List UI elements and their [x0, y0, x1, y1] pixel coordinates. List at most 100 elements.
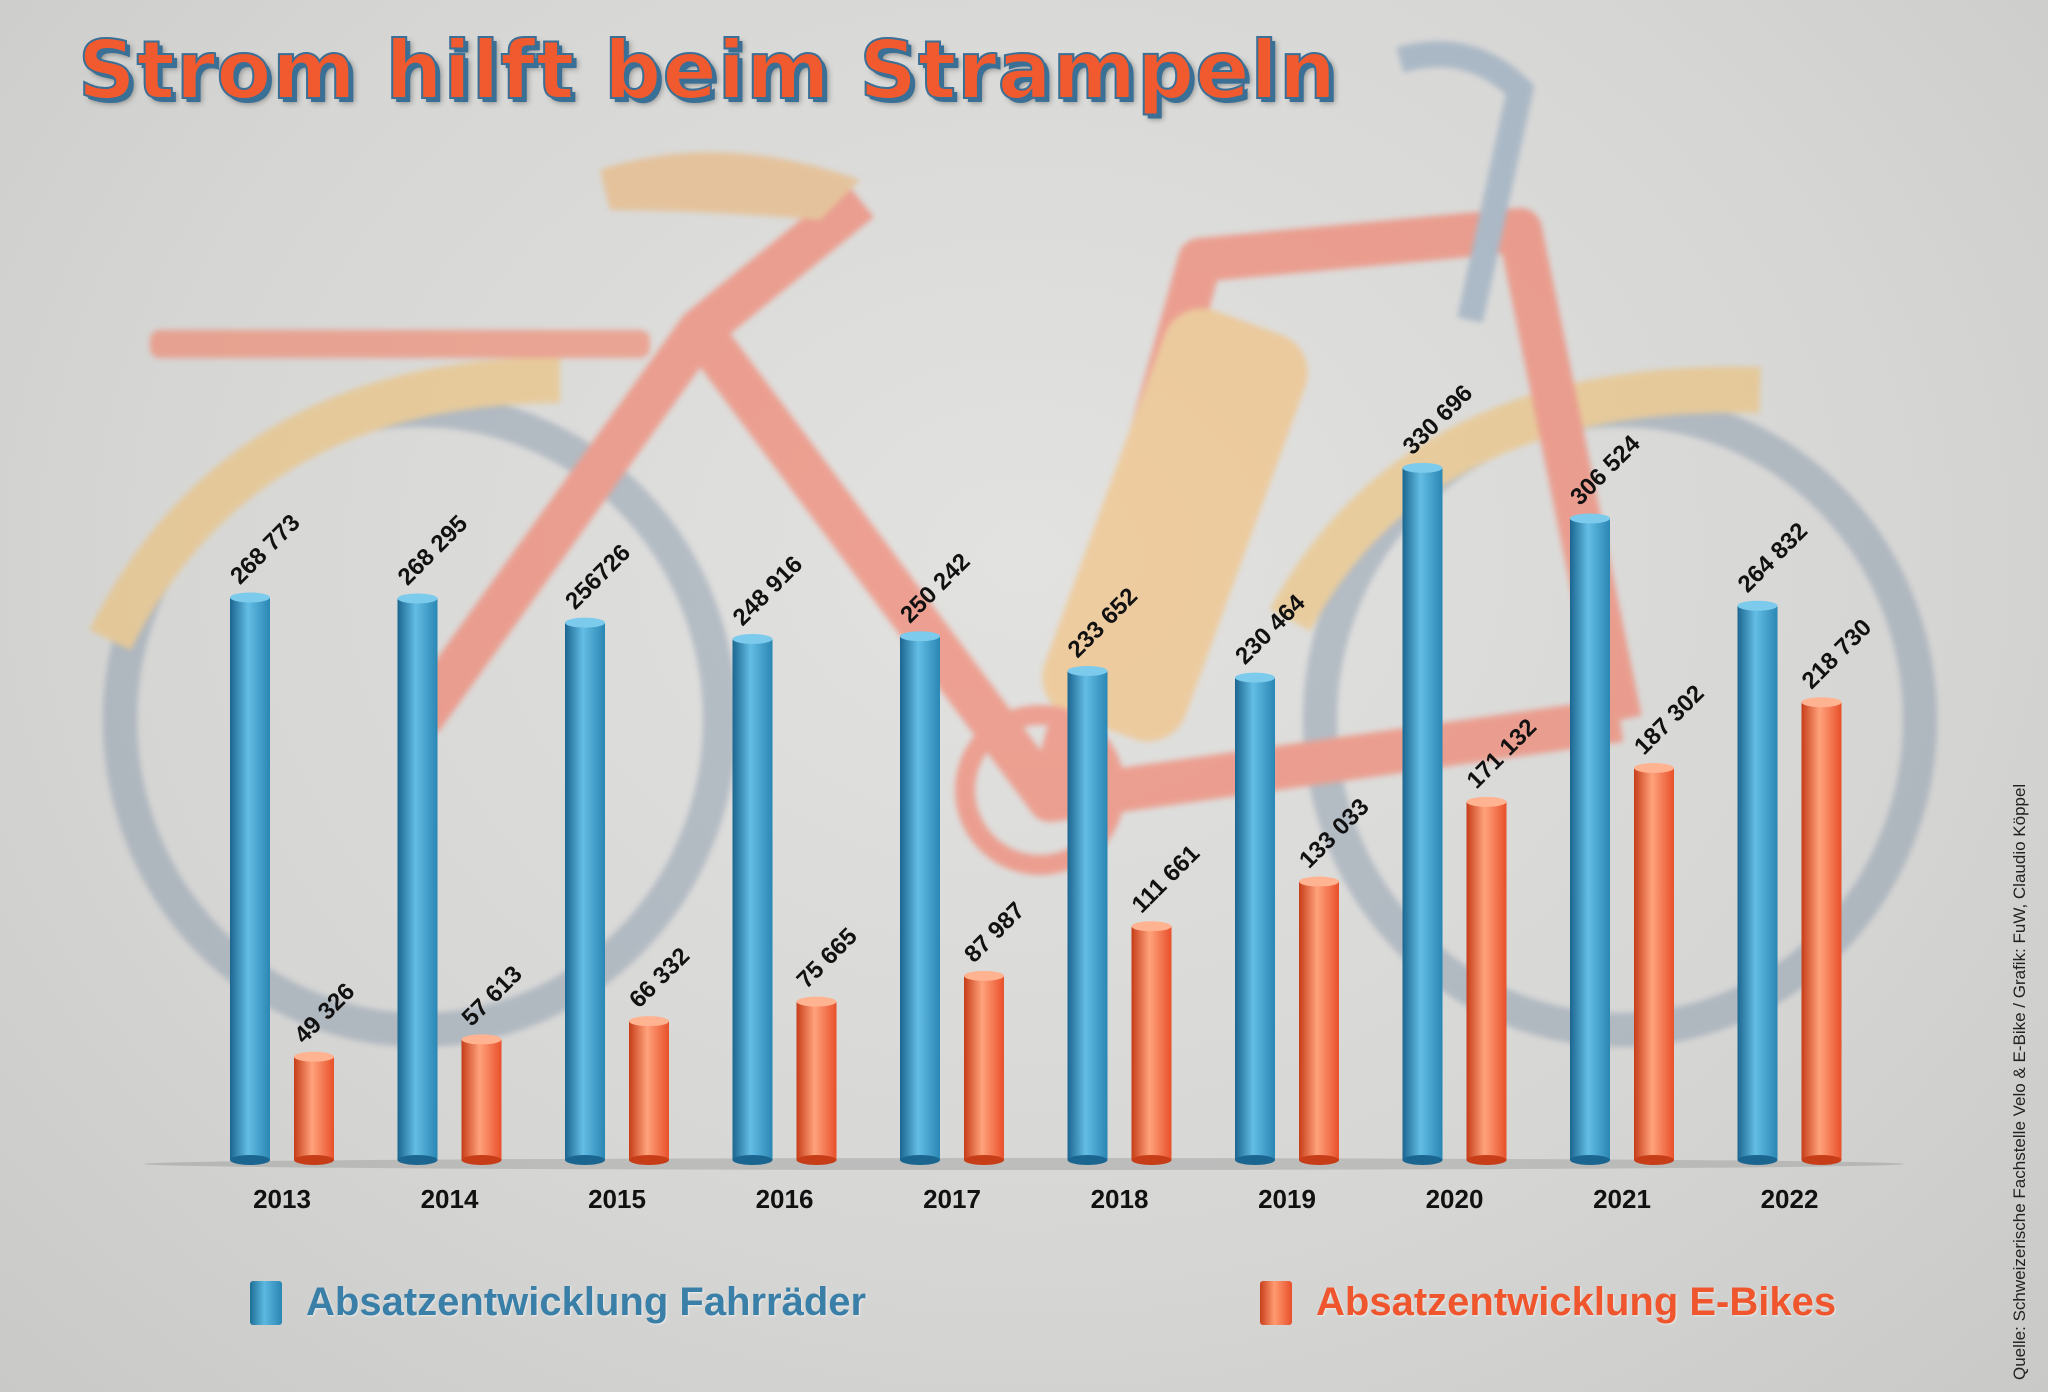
value-label-ebikes-2022: 218 730	[1797, 614, 1877, 694]
bar-top-ebikes-2020	[1466, 796, 1507, 807]
handlebar	[1396, 41, 1535, 323]
value-label-fahrraeder-2016: 248 916	[728, 551, 808, 631]
bar-top-fahrraeder-2020	[1402, 462, 1443, 473]
x-tick-2020: 2020	[1426, 1184, 1484, 1214]
legend-label-ebikes: Absatzentwicklung E-Bikes	[1316, 1280, 1837, 1324]
bar-top-fahrraeder-2017	[900, 631, 940, 642]
value-label-fahrraeder-2014: 268 295	[393, 510, 473, 590]
front-wheel	[1303, 393, 1937, 1047]
bar-ebikes-2021	[1634, 767, 1674, 1160]
bar-fahrraeder-2020	[1402, 467, 1443, 1160]
bar-base-ebikes-2013	[294, 1155, 334, 1165]
x-tick-2017: 2017	[923, 1184, 981, 1214]
bar-ebikes-2018	[1131, 926, 1172, 1160]
bar-fahrraeder-2013	[230, 597, 270, 1160]
bar-top-fahrraeder-2015	[565, 617, 605, 628]
bar-base-ebikes-2019	[1299, 1155, 1339, 1165]
x-tick-2018: 2018	[1091, 1184, 1149, 1214]
bar-base-ebikes-2016	[796, 1155, 837, 1165]
value-label-fahrraeder-2017: 250 242	[895, 548, 975, 628]
bar-ebikes-2022	[1801, 702, 1842, 1160]
bar-base-fahrraeder-2013	[230, 1155, 270, 1165]
bar-top-fahrraeder-2021	[1570, 513, 1610, 524]
bar-base-fahrraeder-2015	[565, 1155, 605, 1165]
bar-top-fahrraeder-2013	[230, 592, 270, 603]
bar-top-fahrraeder-2018	[1067, 665, 1108, 676]
legend-ebikes: Absatzentwicklung E-Bikes	[1260, 1280, 1836, 1325]
bar-base-ebikes-2018	[1131, 1155, 1172, 1165]
bar-ebikes-2019	[1299, 881, 1339, 1160]
bar-base-ebikes-2017	[964, 1155, 1004, 1165]
bar-top-ebikes-2017	[964, 970, 1004, 981]
rear-rack	[150, 330, 650, 358]
bar-fahrraeder-2016	[732, 639, 773, 1160]
value-label-fahrraeder-2018: 233 652	[1063, 583, 1143, 663]
bar-ebikes-2016	[796, 1001, 837, 1160]
bar-top-ebikes-2014	[461, 1034, 502, 1045]
bar-top-ebikes-2016	[796, 996, 837, 1007]
value-label-ebikes-2013: 49 326	[289, 978, 360, 1049]
bar-base-fahrraeder-2014	[397, 1155, 438, 1165]
chart-title: Strom hilft beim Strampeln	[77, 23, 1337, 118]
bar-base-ebikes-2020	[1466, 1155, 1507, 1165]
bar-fahrraeder-2017	[900, 636, 940, 1160]
legend-fahrraeder: Absatzentwicklung Fahrräder	[250, 1280, 866, 1325]
value-label-ebikes-2020: 171 132	[1462, 714, 1542, 794]
bar-top-fahrraeder-2022	[1737, 600, 1778, 611]
saddle	[600, 152, 860, 220]
bar-ebikes-2013	[294, 1056, 334, 1160]
value-label-ebikes-2019: 133 033	[1294, 793, 1374, 873]
frame	[402, 182, 1642, 822]
bar-top-fahrraeder-2016	[732, 634, 773, 645]
bar-base-ebikes-2022	[1801, 1155, 1842, 1165]
bar-base-fahrraeder-2021	[1570, 1155, 1610, 1165]
value-label-ebikes-2014: 57 613	[457, 961, 528, 1032]
bar-fahrraeder-2021	[1570, 518, 1610, 1160]
value-label-fahrraeder-2019: 230 464	[1230, 589, 1311, 670]
chainring	[955, 705, 1125, 875]
value-label-fahrraeder-2013: 268 773	[225, 509, 305, 589]
bar-top-fahrraeder-2019	[1235, 672, 1275, 683]
bar-base-ebikes-2014	[461, 1155, 502, 1165]
bar-fahrraeder-2022	[1737, 605, 1778, 1160]
bar-ebikes-2017	[964, 975, 1004, 1160]
bar-fahrraeder-2014	[397, 598, 438, 1160]
value-label-fahrraeder-2022: 264 832	[1733, 518, 1813, 598]
bar-top-fahrraeder-2014	[397, 593, 438, 604]
x-tick-2022: 2022	[1761, 1184, 1819, 1214]
x-tick-2015: 2015	[588, 1184, 646, 1214]
bar-top-ebikes-2019	[1299, 876, 1339, 887]
value-label-ebikes-2015: 66 332	[624, 942, 695, 1013]
legend-label-fahrraeder: Absatzentwicklung Fahrräder	[306, 1280, 867, 1324]
bar-ebikes-2020	[1466, 801, 1507, 1160]
bar-top-ebikes-2022	[1801, 697, 1842, 708]
bar-base-fahrraeder-2022	[1737, 1155, 1778, 1165]
front-fender	[1269, 366, 1761, 631]
bar-fahrraeder-2018	[1067, 670, 1108, 1160]
bar-ebikes-2014	[461, 1039, 502, 1160]
value-label-fahrraeder-2020: 330 696	[1398, 380, 1478, 460]
value-label-ebikes-2017: 87 987	[959, 897, 1030, 968]
battery	[1042, 308, 1308, 742]
bar-fahrraeder-2015	[565, 622, 605, 1160]
x-tick-2014: 2014	[421, 1184, 479, 1214]
bar-base-ebikes-2015	[629, 1155, 669, 1165]
source-credit: Quelle: Schweizerische Fachstelle Velo &…	[2010, 783, 2029, 1380]
value-label-ebikes-2016: 75 665	[792, 923, 863, 994]
x-tick-2013: 2013	[253, 1184, 311, 1214]
bar-base-fahrraeder-2020	[1402, 1155, 1443, 1165]
value-label-fahrraeder-2021: 306 524	[1565, 430, 1646, 511]
bar-base-fahrraeder-2017	[900, 1155, 940, 1165]
bar-top-ebikes-2021	[1634, 762, 1674, 773]
value-label-fahrraeder-2015: 256726	[560, 539, 636, 615]
x-tick-2016: 2016	[756, 1184, 814, 1214]
x-tick-2021: 2021	[1593, 1184, 1651, 1214]
rear-fender	[89, 357, 561, 651]
bar-base-fahrraeder-2019	[1235, 1155, 1275, 1165]
bar-base-fahrraeder-2018	[1067, 1155, 1108, 1165]
legend-swatch-fahrraeder	[250, 1280, 282, 1325]
x-tick-2019: 2019	[1258, 1184, 1316, 1214]
